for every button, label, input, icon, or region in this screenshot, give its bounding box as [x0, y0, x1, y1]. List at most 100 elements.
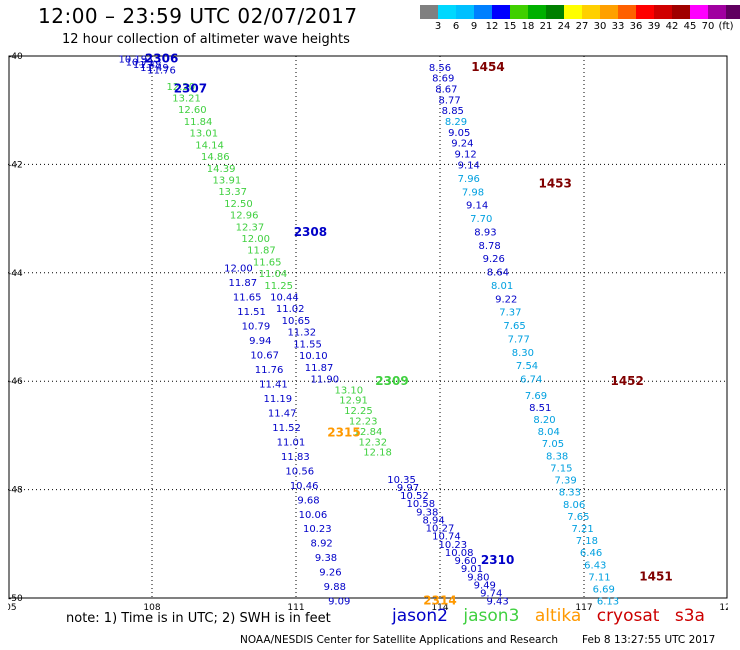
wave-height-value: 10.08: [445, 548, 474, 559]
color-scale-label: 9: [470, 21, 478, 32]
wave-height-value: 12.84: [354, 427, 383, 438]
map-subtitle: 12 hour collection of altimeter wave hei…: [62, 32, 350, 47]
wave-height-value: 10.79: [242, 321, 271, 332]
color-scale-label: 33: [611, 21, 625, 32]
wave-height-value: 14.14: [195, 140, 224, 151]
satellite-legend: jason2 jason3 altika cryosat s3a: [392, 606, 715, 626]
wave-height-value: 12.23: [349, 416, 378, 427]
footer-note: note: 1) Time is in UTC; 2) SWH is in fe…: [66, 611, 331, 626]
wave-height-value: 10.23: [303, 524, 332, 535]
color-swatch: [636, 5, 654, 19]
wave-height-value: 7.05: [542, 439, 564, 450]
color-swatch: [654, 5, 672, 19]
color-swatch: [474, 5, 492, 19]
color-scale-label: 3: [434, 21, 442, 32]
color-swatch: [492, 5, 510, 19]
wave-height-value: 10.06: [299, 510, 328, 521]
wave-height-value: 9.14: [466, 201, 488, 212]
color-swatch: [672, 5, 690, 19]
wave-height-map: -40 -42 -44 -46 -48 -50105 108 111 114 117 120 10.1…: [8, 52, 728, 610]
wave-height-value: 7.70: [470, 214, 492, 225]
wave-height-value: 6.43: [584, 560, 606, 571]
color-swatch: [708, 5, 726, 19]
wave-height-value: 8.01: [491, 281, 513, 292]
wave-height-value: 11.04: [259, 269, 288, 280]
legend-jason2: jason2: [392, 606, 448, 626]
wave-height-value: 13.10: [334, 385, 363, 396]
wave-height-value: 10.74: [432, 532, 461, 543]
wave-height-value: 9.09: [328, 597, 350, 608]
wave-height-value: 9.38: [416, 507, 438, 518]
wave-height-value: 12.20: [166, 82, 195, 93]
pass-number-label: 2314: [423, 594, 456, 608]
wave-height-value: 8.56: [429, 63, 451, 74]
wave-height-value: 7.21: [571, 524, 593, 535]
wave-height-value: 11.49: [140, 63, 169, 74]
color-scale-legend: 3 6 9 12 15 18 21 24 27 30 33 36 39 42 45 70 (ft): [420, 5, 740, 33]
pass-number-label: 2310: [481, 553, 514, 567]
wave-height-value: 7.54: [516, 361, 538, 372]
wave-height-value: 8.33: [559, 488, 581, 499]
wave-height-value: 10.23: [438, 540, 467, 551]
pass-number-label: 1453: [538, 176, 571, 190]
wave-height-value: 8.29: [445, 117, 467, 128]
color-scale-labels: 3 6 9 12 15 18 21 24 27 30 33 36 39 42 45 70 (ft): [420, 19, 740, 33]
generation-timestamp: Feb 8 13:27:55 UTC 2017: [582, 634, 716, 646]
wave-height-value: 10.52: [400, 491, 429, 502]
color-swatch: [528, 5, 546, 19]
longitude-tick-label: 117: [575, 603, 592, 610]
color-scale-label: (ft): [718, 21, 734, 32]
color-scale-label: 24: [557, 21, 571, 32]
color-scale-label: 39: [647, 21, 661, 32]
wave-height-value: 8.69: [432, 74, 454, 85]
wave-height-value: 11.87: [247, 246, 276, 257]
wave-height-value: 7.39: [555, 476, 577, 487]
wave-height-value: 14.39: [207, 164, 236, 175]
wave-height-value: 9.88: [324, 582, 346, 593]
wave-height-value: 11.19: [264, 394, 293, 405]
color-scale-label: 36: [629, 21, 643, 32]
wave-height-value: 6.74: [520, 374, 542, 385]
wave-height-value: 7.69: [525, 391, 547, 402]
legend-jason3: jason3: [463, 606, 520, 626]
wave-height-value: 9.60: [454, 556, 476, 567]
wave-height-value: 11.84: [184, 117, 213, 128]
pass-number-label: 2315: [327, 426, 360, 440]
wave-height-value: 9.80: [467, 572, 489, 583]
wave-height-value: 7.37: [499, 308, 521, 319]
color-scale-label: 18: [521, 21, 535, 32]
color-scale-label: 27: [575, 21, 589, 32]
wave-height-value: 8.67: [435, 85, 457, 96]
wave-height-value: 11.83: [281, 452, 310, 463]
wave-height-value: 12.60: [178, 105, 207, 116]
wave-height-value: 12.25: [344, 406, 373, 417]
wave-height-value: 8.64: [487, 268, 509, 279]
longitude-tick-label: 114: [431, 603, 448, 610]
wave-height-value: 7.98: [462, 187, 484, 198]
pass-number-label: 2308: [294, 225, 327, 239]
wave-height-value: 9.26: [483, 254, 505, 265]
color-scale-label: 15: [503, 21, 517, 32]
wave-height-value: 6.46: [580, 548, 602, 559]
wave-height-value: 10.67: [250, 350, 279, 361]
wave-height-value: 11.87: [305, 363, 334, 374]
map-frame: [8, 55, 728, 599]
wave-height-value: 11.47: [268, 408, 297, 419]
wave-height-value: 8.94: [422, 515, 444, 526]
wave-height-value: 9.14: [458, 160, 480, 171]
wave-height-value: 7.65: [503, 321, 525, 332]
wave-height-value: 9.38: [315, 553, 337, 564]
wave-height-value: 11.02: [276, 304, 305, 315]
wave-height-value: 13.91: [213, 175, 242, 186]
color-swatch: [456, 5, 474, 19]
wave-height-value: 13.37: [218, 187, 247, 198]
wave-height-value: 11.76: [147, 66, 176, 77]
color-swatch: [438, 5, 456, 19]
color-scale-label: 21: [539, 21, 553, 32]
wave-height-value: 12.96: [230, 211, 259, 222]
legend-s3a: s3a: [674, 606, 705, 626]
wave-height-value: 10.19: [118, 55, 147, 66]
wave-height-value: 9.43: [486, 597, 508, 608]
wave-height-value: 9.49: [474, 580, 496, 591]
wave-height-value: 9.74: [480, 589, 502, 600]
